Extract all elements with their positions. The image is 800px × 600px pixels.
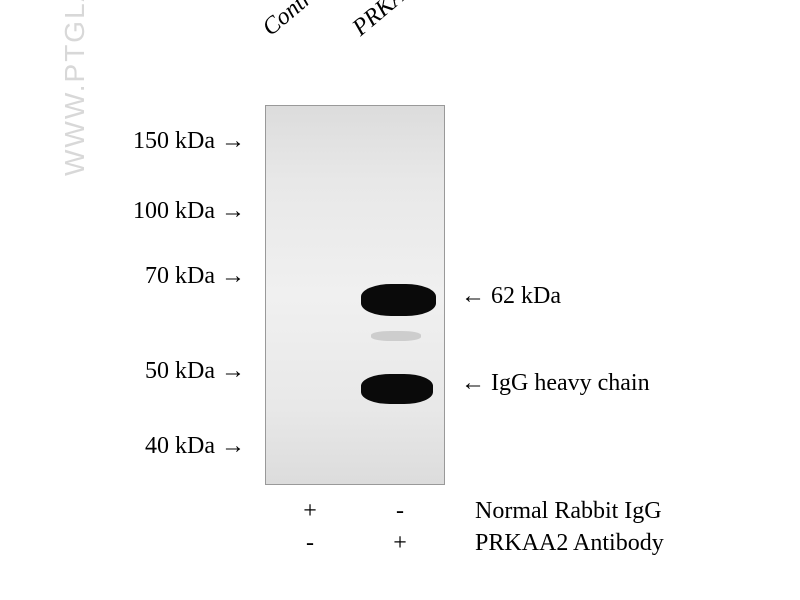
marker-label: 100 kDa: [105, 198, 215, 225]
right-label-text: IgG heavy chain: [491, 370, 650, 397]
watermark-text: WWW.PTGLAB.COM: [59, 0, 91, 176]
arrow-right-icon: →: [221, 263, 245, 290]
marker-label: 150 kDa: [105, 128, 215, 155]
band-62kda: [361, 284, 436, 316]
cell-prkaa2-row1: -: [355, 498, 445, 525]
marker-100kda: 100 kDa →: [105, 198, 251, 225]
marker-40kda: 40 kDa →: [105, 433, 251, 460]
cell-control-igg-row1: +: [265, 498, 355, 525]
right-label-text: 62 kDa: [491, 283, 561, 310]
cell-prkaa2-row2: +: [355, 530, 445, 557]
band-igg-heavy-chain: [361, 374, 433, 404]
marker-50kda: 50 kDa →: [105, 358, 251, 385]
arrow-right-icon: →: [221, 128, 245, 155]
arrow-right-icon: →: [221, 198, 245, 225]
marker-label: 40 kDa: [105, 433, 215, 460]
table-row: + - Normal Rabbit IgG: [265, 495, 664, 527]
marker-label: 70 kDa: [105, 263, 215, 290]
arrow-right-icon: →: [221, 433, 245, 460]
right-label-igg: ← IgG heavy chain: [455, 370, 650, 397]
right-label-62kda: ← 62 kDa: [455, 283, 561, 310]
table-row: - + PRKAA2 Antibody: [265, 527, 664, 559]
condition-table: + - Normal Rabbit IgG - + PRKAA2 Antibod…: [265, 495, 664, 559]
row-label-normal-igg: Normal Rabbit IgG: [475, 498, 662, 525]
lane-label-sample: PRKAA2: [348, 0, 432, 42]
blot-membrane: [265, 105, 445, 485]
band-faint: [371, 331, 421, 341]
marker-label: 50 kDa: [105, 358, 215, 385]
marker-70kda: 70 kDa →: [105, 263, 251, 290]
arrow-left-icon: ←: [461, 370, 485, 397]
arrow-right-icon: →: [221, 358, 245, 385]
arrow-left-icon: ←: [461, 283, 485, 310]
row-label-prkaa2-ab: PRKAA2 Antibody: [475, 530, 664, 557]
marker-150kda: 150 kDa →: [105, 128, 251, 155]
blot-figure: WWW.PTGLAB.COM Control IgG PRKAA2 150 kD…: [0, 0, 800, 600]
cell-control-igg-row2: -: [265, 530, 355, 557]
